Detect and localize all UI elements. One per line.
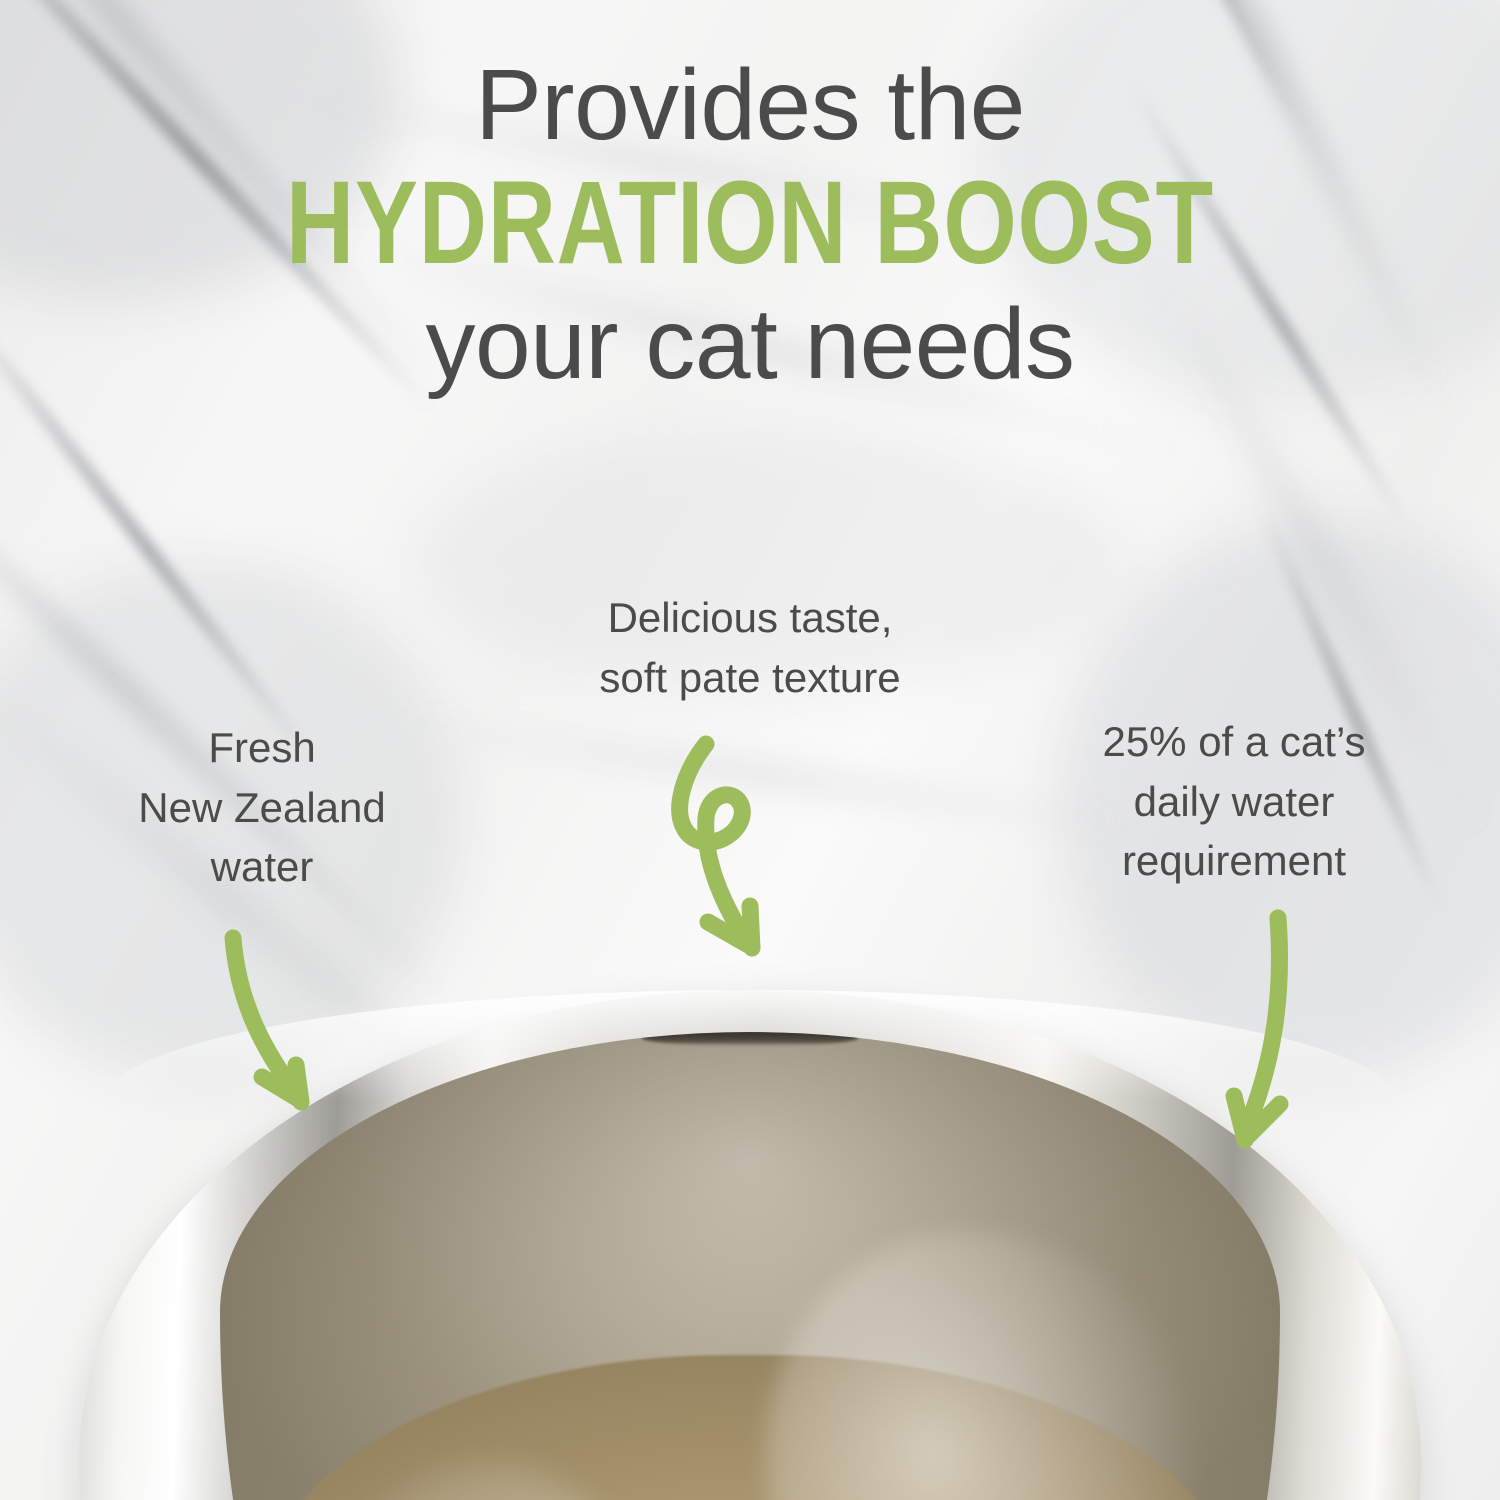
- callout-taste-texture-line-1: Delicious taste,: [607, 594, 893, 641]
- callout-daily-water-line-1: 25% of a cat’s: [1102, 718, 1366, 765]
- callout-daily-water: 25% of a cat’s daily water requirement: [1032, 712, 1436, 891]
- callout-taste-texture: Delicious taste, soft pate texture: [520, 588, 980, 707]
- stainless-steel-bowl: [79, 990, 1421, 1500]
- headline-block: Provides the HYDRATION BOOST your cat ne…: [0, 52, 1500, 397]
- bowl-rim-notch: [642, 1032, 858, 1046]
- headline-line-2-accent: HYDRATION BOOST: [285, 157, 1215, 289]
- callout-fresh-water-line-1: Fresh: [208, 724, 316, 771]
- callout-fresh-water-line-3: water: [210, 843, 314, 891]
- cat-bowl-photo: [0, 980, 1500, 1500]
- callout-daily-water-line-3: requirement: [1121, 837, 1347, 885]
- callout-taste-texture-line-2: soft pate texture: [599, 653, 901, 701]
- callout-fresh-water-line-2: New Zealand: [138, 783, 386, 831]
- headline-line-3: your cat needs: [425, 288, 1075, 401]
- callout-daily-water-line-2: daily water: [1133, 777, 1335, 825]
- headline-line-1: Provides the: [475, 49, 1025, 161]
- bowl-interior: [219, 1032, 1281, 1500]
- callout-fresh-water: Fresh New Zealand water: [58, 718, 466, 897]
